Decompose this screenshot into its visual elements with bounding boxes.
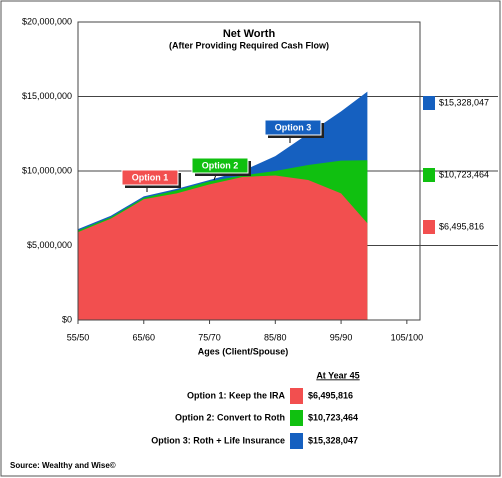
table-header: At Year 45	[316, 370, 359, 380]
legend-value: $10,723,464	[308, 412, 358, 422]
callout-label: Option 1	[132, 172, 169, 182]
legend-swatch	[423, 96, 435, 110]
legend-swatch	[290, 433, 303, 449]
value-label: $15,328,047	[439, 97, 489, 107]
legend-swatch	[423, 168, 435, 182]
y-tick-label: $10,000,000	[22, 165, 72, 175]
y-tick-label: $0	[62, 314, 72, 324]
source: Source: Wealthy and Wise©	[10, 461, 116, 470]
x-tick-label: 75/70	[198, 332, 221, 342]
legend-label: Option 1: Keep the IRA	[187, 390, 286, 400]
y-tick-label: $20,000,000	[22, 16, 72, 26]
legend-value: $15,328,047	[308, 435, 358, 445]
area	[78, 175, 368, 320]
legend-swatch	[423, 220, 435, 234]
chart-title: Net Worth	[223, 28, 276, 40]
x-tick-label: 55/50	[67, 332, 90, 342]
value-label: $6,495,816	[439, 221, 484, 231]
legend-label: Option 2: Convert to Roth	[175, 412, 285, 422]
y-tick-label: $15,000,000	[22, 91, 72, 101]
callout-box	[191, 157, 249, 174]
callout-label: Option 2	[202, 160, 239, 170]
x-tick-label: 65/60	[133, 332, 156, 342]
x-tick-label: 85/80	[264, 332, 287, 342]
legend-value: $6,495,816	[308, 390, 353, 400]
legend-swatch	[290, 388, 303, 404]
legend-label: Option 3: Roth + Life Insurance	[151, 435, 285, 445]
x-tick-label: 105/100	[391, 332, 424, 342]
plot-frame	[77, 21, 421, 321]
callout-box	[264, 119, 322, 136]
chart-subtitle: (After Providing Required Cash Flow)	[169, 40, 329, 50]
legend-swatch	[290, 410, 303, 426]
callout-label: Option 3	[275, 122, 312, 132]
y-tick-label: $5,000,000	[27, 240, 72, 250]
callout-box	[121, 169, 179, 186]
x-tick-label: 95/90	[330, 332, 353, 342]
value-label: $10,723,464	[439, 169, 489, 179]
x-axis-label: Ages (Client/Spouse)	[198, 346, 289, 356]
